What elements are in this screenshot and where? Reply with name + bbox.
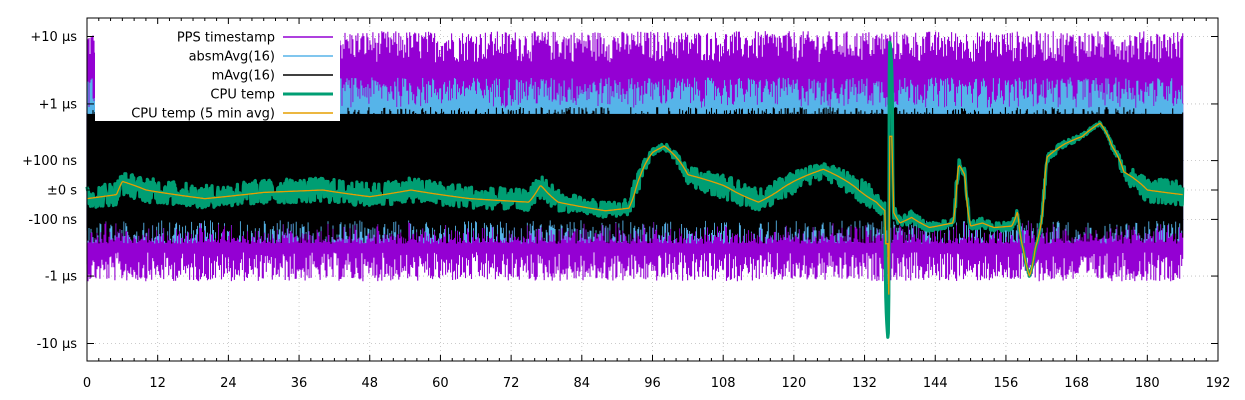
x-tick-label: 96 bbox=[644, 376, 661, 391]
y-tick-label: +10 µs bbox=[30, 30, 77, 45]
x-tick-label: 180 bbox=[1135, 376, 1160, 391]
x-tick-label: 156 bbox=[994, 376, 1019, 391]
legend-box bbox=[95, 26, 340, 121]
x-tick-label: 12 bbox=[149, 376, 166, 391]
y-tick-label: ±0 s bbox=[47, 184, 77, 199]
x-tick-label: 144 bbox=[923, 376, 948, 391]
y-tick-label: +1 µs bbox=[39, 97, 78, 112]
x-tick-label: 72 bbox=[503, 376, 520, 391]
legend-label: CPU temp (5 min avg) bbox=[131, 107, 275, 122]
series-layer bbox=[85, 31, 1185, 339]
x-tick-label: 24 bbox=[220, 376, 237, 391]
legend-label: mAvg(16) bbox=[212, 69, 275, 84]
x-tick-label: 108 bbox=[711, 376, 736, 391]
series-cpu-temp-avg bbox=[86, 122, 1183, 295]
axis-ticks: 0 12 24 36 48 60 72 84 96 108 120 132 144 156 168 180 19… bbox=[22, 18, 1230, 391]
y-tick-label: -10 µs bbox=[37, 337, 78, 352]
series-cpu-temp bbox=[85, 40, 1185, 339]
legend: PPS timestamp absmAvg(16) mAvg(16) CPU temp… bbox=[95, 26, 340, 122]
y-tick-label: -1 µs bbox=[45, 270, 77, 285]
y-tick-label: -100 ns bbox=[28, 213, 77, 228]
x-tick-label: 168 bbox=[1064, 376, 1089, 391]
x-tick-label: 60 bbox=[432, 376, 449, 391]
legend-label: CPU temp bbox=[210, 88, 275, 103]
x-tick-label: 48 bbox=[361, 376, 378, 391]
x-tick-label: 192 bbox=[1206, 376, 1231, 391]
y-tick-label: +100 ns bbox=[22, 154, 77, 169]
legend-label: absmAvg(16) bbox=[189, 50, 275, 65]
x-tick-label: 0 bbox=[83, 376, 91, 391]
legend-label: PPS timestamp bbox=[177, 31, 275, 46]
x-tick-label: 36 bbox=[291, 376, 308, 391]
x-tick-label: 120 bbox=[781, 376, 806, 391]
x-tick-label: 84 bbox=[574, 376, 591, 391]
x-tick-label: 132 bbox=[852, 376, 877, 391]
